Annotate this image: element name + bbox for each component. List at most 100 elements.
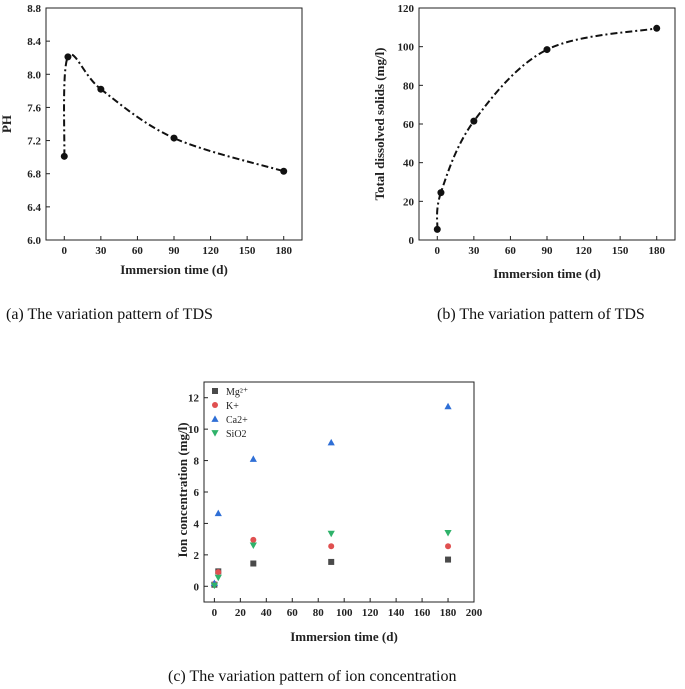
- y-tick-label: 6.4: [27, 202, 41, 214]
- data-point-triangle-down: [249, 542, 257, 550]
- x-tick-label: 120: [202, 245, 219, 257]
- y-tick-label: 8.4: [27, 36, 41, 48]
- x-tick-label: 60: [287, 607, 299, 619]
- y-tick-label: 6.0: [27, 235, 41, 247]
- x-tick-label: 90: [542, 245, 554, 257]
- data-point: [543, 46, 551, 54]
- data-point-triangle-up: [249, 455, 257, 462]
- panel-a-caption: (a) The variation pattern of TDS: [6, 306, 213, 323]
- x-tick-label: 100: [336, 607, 353, 619]
- panel-c-xlabel: Immersion time (d): [290, 629, 398, 644]
- legend-label: K+: [226, 401, 239, 412]
- data-point-circle: [215, 569, 222, 576]
- x-tick-label: 30: [468, 245, 480, 257]
- y-tick-label: 8: [194, 456, 200, 468]
- x-tick-label: 180: [275, 245, 292, 257]
- legend-label: Ca2+: [226, 415, 248, 426]
- panel-c-ylabel: Ion concentration (mg/l): [175, 422, 190, 557]
- panel-b: 0 30 60 90 120 150 180 0 20 40 60 80 100 120 Immersio…: [372, 3, 676, 323]
- y-tick-label: 10: [188, 424, 200, 436]
- panel-c-ticks: 0 20 40 60 80 100 120 140 160 180 200 0 2 4 6 8 10 12: [188, 393, 483, 619]
- data-point-triangle-up: [327, 438, 335, 446]
- y-tick-label: 7.2: [27, 136, 41, 148]
- y-tick-label: 8.0: [27, 69, 41, 81]
- panel-b-points: [433, 24, 661, 233]
- x-tick-label: 0: [212, 607, 218, 619]
- data-point-triangle-down: [214, 574, 222, 582]
- x-tick-label: 140: [388, 607, 405, 619]
- panel-a-trend-line: [63, 53, 284, 173]
- panel-c-legend: Mg²⁺ K+ Ca2+ SiO2: [211, 387, 248, 440]
- data-point-square: [445, 556, 452, 563]
- panel-a-points: [60, 53, 288, 175]
- y-tick-label: 6: [194, 487, 200, 499]
- data-point: [653, 24, 661, 32]
- data-point: [470, 117, 478, 125]
- panel-c-caption: (c) The variation pattern of ion concent…: [168, 668, 456, 685]
- x-tick-label: 80: [313, 607, 325, 619]
- data-point-triangle-down: [444, 529, 452, 537]
- data-point-triangle-up: [214, 509, 222, 517]
- x-tick-label: 30: [95, 245, 107, 257]
- y-tick-label: 20: [403, 196, 415, 208]
- y-tick-label: 4: [194, 518, 200, 530]
- data-point: [64, 53, 72, 61]
- panel-c-points: [210, 402, 452, 590]
- x-tick-label: 20: [235, 607, 247, 619]
- x-tick-label: 90: [169, 245, 181, 257]
- data-point-triangle-down: [210, 582, 218, 590]
- legend-marker: [212, 388, 218, 394]
- data-point-circle: [445, 543, 452, 550]
- legend-label: SiO2: [226, 429, 247, 440]
- panel-a-ylabel: PH: [0, 115, 14, 133]
- x-tick-label: 150: [239, 245, 256, 257]
- data-point: [433, 225, 441, 233]
- x-tick-label: 200: [466, 607, 483, 619]
- x-tick-label: 120: [362, 607, 379, 619]
- panel-b-caption: (b) The variation pattern of TDS: [437, 306, 645, 323]
- y-tick-label: 120: [398, 3, 415, 15]
- data-point-circle: [250, 536, 257, 543]
- y-tick-label: 12: [188, 393, 200, 405]
- y-tick-label: 8.8: [27, 3, 41, 15]
- data-point: [60, 152, 68, 160]
- panel-a-xlabel: Immersion time (d): [120, 262, 228, 277]
- x-tick-label: 60: [505, 245, 517, 257]
- y-tick-label: 6.8: [27, 169, 41, 181]
- data-point-triangle-down: [327, 530, 335, 538]
- data-point: [97, 85, 105, 93]
- data-point: [170, 134, 178, 142]
- panel-b-plot-frame: [418, 7, 676, 241]
- legend-marker: [212, 402, 218, 408]
- data-point-circle: [328, 543, 335, 550]
- x-tick-label: 150: [612, 245, 629, 257]
- data-point: [280, 167, 288, 175]
- y-tick-label: 0: [194, 581, 200, 593]
- data-point: [437, 189, 445, 197]
- data-point-square: [328, 558, 335, 565]
- x-tick-label: 180: [648, 245, 665, 257]
- data-point-square: [250, 560, 257, 567]
- panel-a-plot-frame: [45, 7, 303, 241]
- panel-b-trend-line: [436, 27, 657, 230]
- y-tick-label: 0: [409, 235, 415, 247]
- y-tick-label: 40: [403, 158, 415, 170]
- legend-marker: [211, 430, 219, 437]
- x-tick-label: 120: [575, 245, 592, 257]
- y-tick-label: 60: [403, 119, 415, 131]
- legend-marker: [211, 415, 219, 422]
- x-tick-label: 160: [414, 607, 431, 619]
- legend-label: Mg²⁺: [226, 387, 248, 398]
- panel-c: 0 20 40 60 80 100 120 140 160 180 200 0 2 4 6 8 10 12 Mg²…: [168, 381, 483, 685]
- x-tick-label: 0: [62, 245, 68, 257]
- panel-b-ticks: 0 30 60 90 120 150 180 0 20 40 60 80 100 120: [398, 3, 666, 257]
- y-tick-label: 2: [194, 550, 200, 562]
- x-tick-label: 180: [440, 607, 457, 619]
- x-tick-label: 40: [261, 607, 273, 619]
- y-tick-label: 80: [403, 80, 415, 92]
- x-tick-label: 0: [435, 245, 441, 257]
- y-tick-label: 7.6: [27, 102, 41, 114]
- data-point-triangle-up: [444, 402, 452, 410]
- y-tick-label: 100: [398, 42, 415, 54]
